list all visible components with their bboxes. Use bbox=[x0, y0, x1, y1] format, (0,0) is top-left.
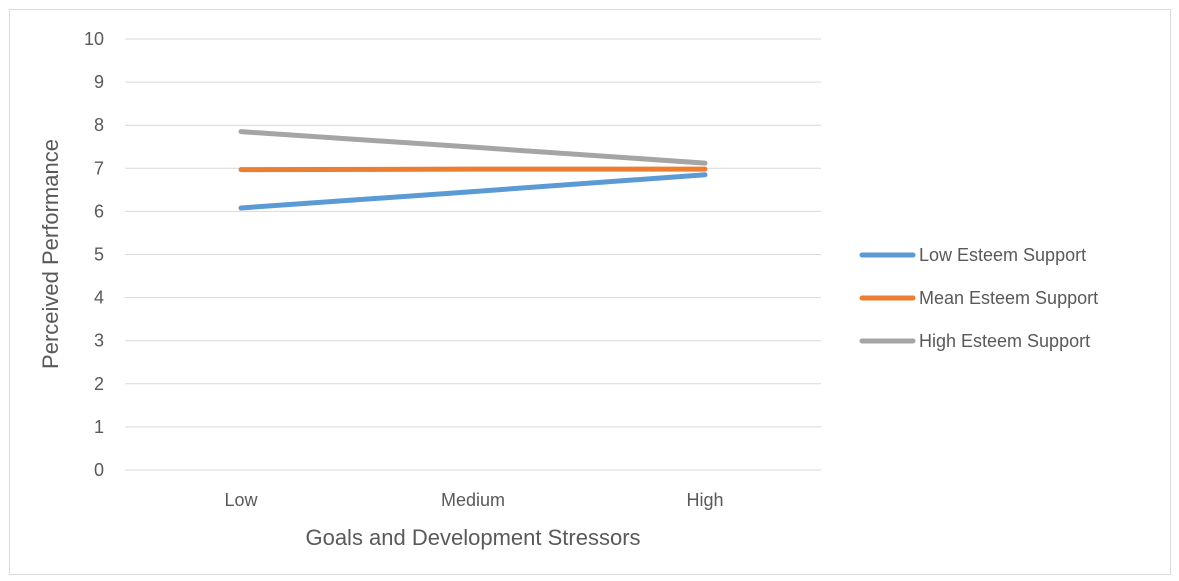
series-line bbox=[238, 129, 708, 166]
x-axis-ticks: Low Medium High bbox=[224, 490, 723, 510]
legend-label: High Esteem Support bbox=[919, 331, 1090, 351]
y-tick-label: 9 bbox=[94, 72, 104, 92]
y-tick-label: 5 bbox=[94, 245, 104, 265]
y-tick-label: 10 bbox=[84, 29, 104, 49]
y-tick-label: 8 bbox=[94, 115, 104, 135]
legend: Low Esteem Support Mean Esteem Support Hig… bbox=[859, 245, 1098, 351]
x-tick-label: Medium bbox=[441, 490, 505, 510]
y-axis-title: Perceived Performance bbox=[38, 139, 63, 369]
y-tick-label: 1 bbox=[94, 417, 104, 437]
series-line bbox=[238, 172, 708, 211]
x-tick-label: High bbox=[686, 490, 723, 510]
x-tick-label: Low bbox=[224, 490, 258, 510]
series-lines bbox=[238, 129, 708, 211]
y-tick-label: 6 bbox=[94, 201, 104, 221]
legend-label: Low Esteem Support bbox=[919, 245, 1086, 265]
x-axis-title: Goals and Development Stressors bbox=[305, 525, 640, 550]
legend-label: Mean Esteem Support bbox=[919, 288, 1098, 308]
gridlines bbox=[125, 38, 821, 471]
y-tick-label: 2 bbox=[94, 374, 104, 394]
y-axis-ticks: 0 1 2 3 4 5 6 7 8 9 10 bbox=[84, 29, 104, 480]
y-tick-label: 7 bbox=[94, 158, 104, 178]
y-tick-label: 4 bbox=[94, 288, 104, 308]
y-tick-label: 3 bbox=[94, 331, 104, 351]
y-tick-label: 0 bbox=[94, 460, 104, 480]
chart-frame bbox=[9, 9, 1171, 575]
